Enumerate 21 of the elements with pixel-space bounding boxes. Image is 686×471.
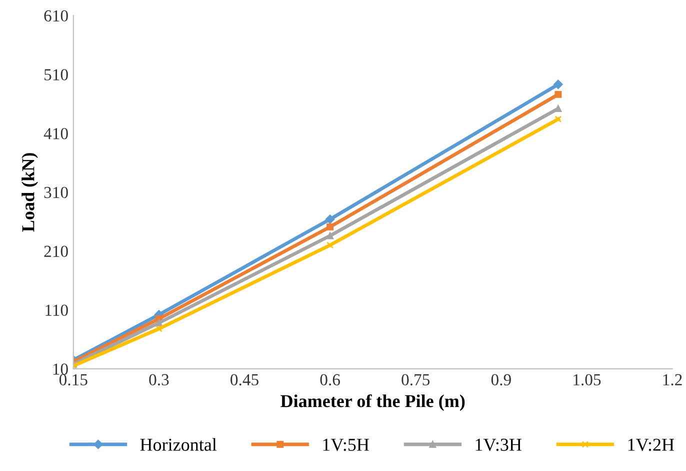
x-tick-label: 0.15 — [59, 374, 88, 386]
y-tick-label: 310 — [44, 186, 68, 198]
x-tick-label: 0.3 — [149, 374, 169, 386]
y-tick-label: 110 — [46, 304, 68, 316]
y-tick-label: 410 — [44, 128, 68, 140]
y-tick-label: 510 — [44, 69, 68, 80]
x-tick-label: 1.2 — [663, 374, 682, 386]
x-tick-label: 0.75 — [402, 374, 430, 386]
x-tick-label: 1.05 — [574, 374, 601, 386]
x-tick-label: 0.6 — [320, 374, 340, 386]
x-tick-label: 0.9 — [491, 374, 511, 386]
legend-label: 1V:3H — [476, 438, 522, 451]
y-tick-label: 210 — [44, 246, 68, 257]
x-axis-title: Diameter of the Pile (m) — [280, 394, 465, 411]
x-tick-label: 0.45 — [230, 374, 258, 386]
legend-label: Horizontal — [140, 438, 217, 451]
legend-label: 1V:5H — [323, 438, 369, 451]
y-axis-title: Load (kN) — [22, 153, 38, 232]
y-tick-label: 610 — [44, 10, 68, 22]
legend-label: 1V:2H — [628, 438, 674, 451]
y-tick-label: 10 — [53, 363, 68, 375]
